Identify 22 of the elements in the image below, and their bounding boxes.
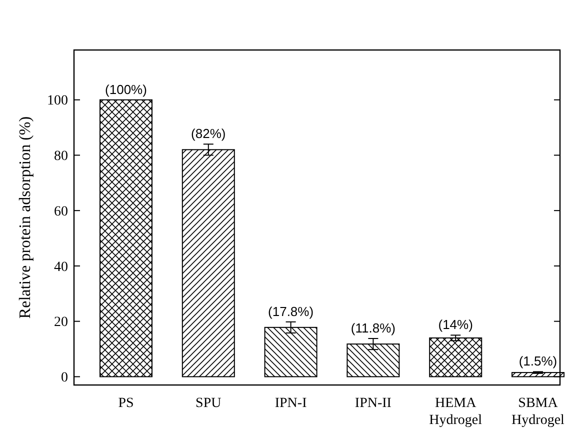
data-label: (17.8%)	[268, 304, 314, 319]
y-axis-title: Relative protein adsorption (%)	[17, 116, 34, 319]
x-tick-label: IPN-II	[354, 396, 392, 411]
data-label: (100%)	[105, 82, 147, 97]
y-tick-label: 60	[54, 204, 68, 220]
x-tick-label: PS	[118, 396, 134, 411]
data-label: (1.5%)	[518, 354, 558, 369]
y-tick-label: 80	[54, 149, 68, 164]
y-tick-label: 0	[61, 370, 68, 386]
y-tick-label: 40	[54, 260, 68, 275]
bar	[100, 99, 152, 378]
bar	[264, 326, 318, 378]
x-tick-label: HEMA Hydrogel	[429, 396, 482, 428]
x-tick-label: SPU	[196, 396, 222, 411]
bar	[429, 337, 482, 378]
data-label: (82%)	[191, 126, 226, 142]
data-label: (11.8%)	[350, 320, 396, 336]
x-tick-label: IPN-I	[274, 396, 308, 411]
y-tick-label: 20	[54, 315, 68, 330]
x-tick-label: SBMA Hydrogel	[512, 396, 565, 428]
y-tick-label: 100	[47, 94, 68, 109]
data-label: (14%)	[438, 317, 473, 332]
